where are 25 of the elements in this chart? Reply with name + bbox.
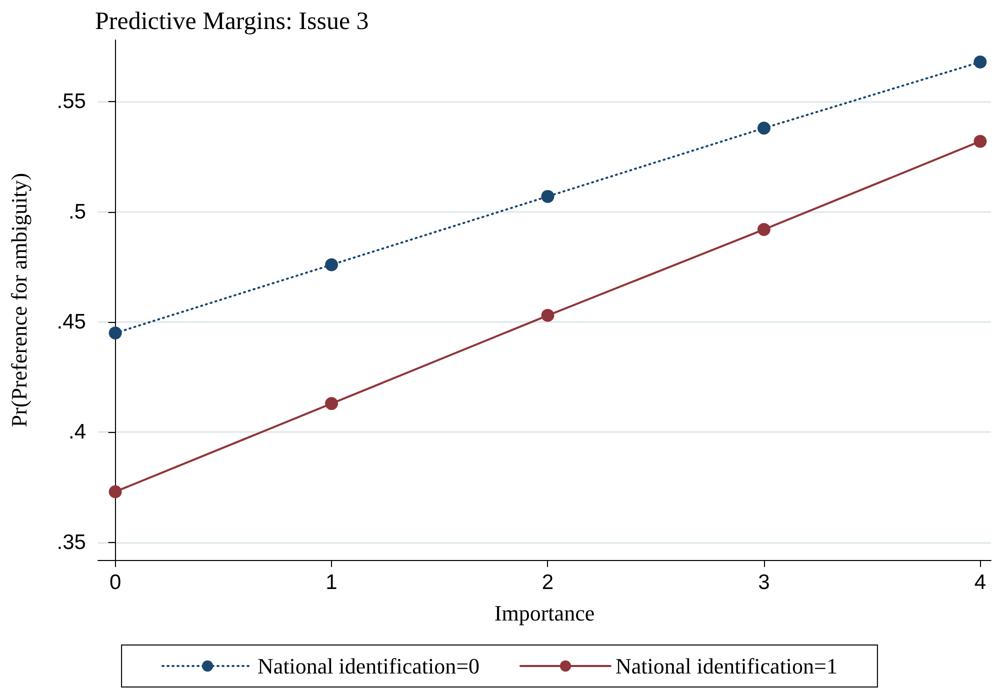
point — [974, 134, 987, 148]
point — [541, 308, 554, 322]
x-tick-label: 2 — [542, 571, 554, 594]
point — [757, 222, 770, 236]
point — [757, 122, 770, 135]
y-axis-title: Pr(Preference for ambiguity) — [6, 172, 32, 428]
point — [108, 485, 122, 498]
x-tick-label: 1 — [326, 571, 338, 594]
y-tick-label: .4 — [68, 420, 86, 444]
y-tick-label: .55 — [56, 90, 86, 114]
point — [325, 258, 338, 272]
y-tick-label: .5 — [68, 200, 86, 224]
point — [541, 190, 554, 203]
point — [108, 326, 122, 340]
point — [974, 56, 987, 69]
x-tick-label: 3 — [758, 571, 770, 594]
x-tick-label: 0 — [109, 571, 122, 594]
y-tick-label: .35 — [56, 530, 86, 554]
y-tick-label: .45 — [56, 310, 86, 334]
point — [325, 397, 338, 410]
x-tick-label: 4 — [974, 571, 986, 594]
legend-label: National identification=0 — [258, 654, 480, 678]
legend-label: National identification=1 — [616, 654, 838, 678]
chart-title: Predictive Margins: Issue 3 — [95, 8, 369, 35]
x-axis-title: Importance — [494, 600, 595, 626]
